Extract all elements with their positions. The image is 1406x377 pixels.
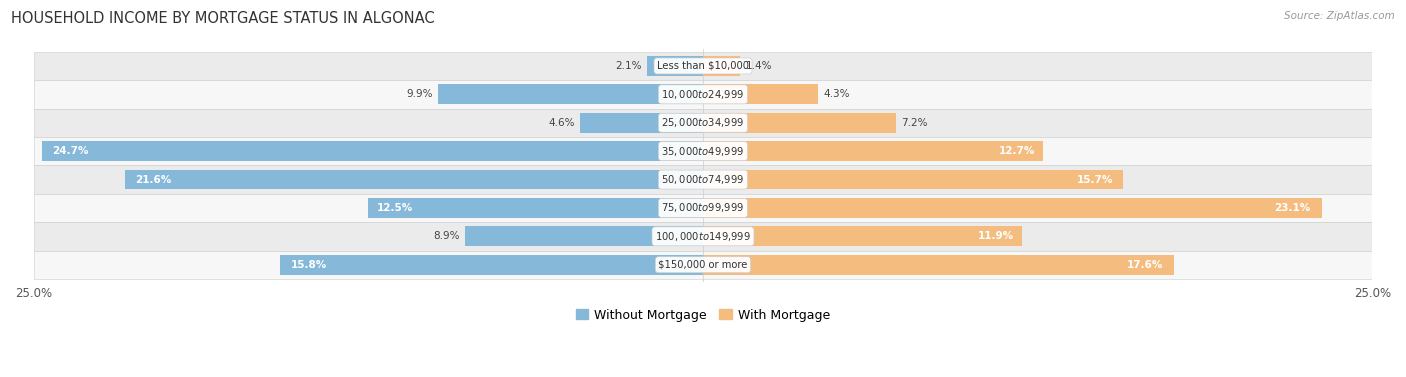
Bar <box>579 113 703 133</box>
Text: 12.7%: 12.7% <box>998 146 1035 156</box>
Bar <box>703 227 1022 246</box>
Text: $75,000 to $99,999: $75,000 to $99,999 <box>661 201 745 215</box>
Text: 24.7%: 24.7% <box>52 146 89 156</box>
Text: $100,000 to $149,999: $100,000 to $149,999 <box>655 230 751 243</box>
Text: 12.5%: 12.5% <box>377 203 412 213</box>
Text: 9.9%: 9.9% <box>406 89 433 100</box>
Text: $25,000 to $34,999: $25,000 to $34,999 <box>661 116 745 129</box>
Bar <box>703 198 1322 218</box>
Text: 4.6%: 4.6% <box>548 118 575 128</box>
Text: 1.4%: 1.4% <box>745 61 772 71</box>
Bar <box>34 80 1372 109</box>
Bar <box>437 84 703 104</box>
Bar <box>703 170 1123 190</box>
Bar <box>703 255 1174 275</box>
Legend: Without Mortgage, With Mortgage: Without Mortgage, With Mortgage <box>571 304 835 327</box>
Text: $10,000 to $24,999: $10,000 to $24,999 <box>661 88 745 101</box>
Bar <box>34 194 1372 222</box>
Bar <box>34 251 1372 279</box>
Bar <box>42 141 703 161</box>
Text: 11.9%: 11.9% <box>977 231 1014 241</box>
Bar <box>34 222 1372 251</box>
Text: $35,000 to $49,999: $35,000 to $49,999 <box>661 145 745 158</box>
Text: 23.1%: 23.1% <box>1275 203 1310 213</box>
Bar <box>280 255 703 275</box>
Bar <box>647 56 703 76</box>
Bar <box>34 166 1372 194</box>
Bar <box>703 84 818 104</box>
Text: Source: ZipAtlas.com: Source: ZipAtlas.com <box>1284 11 1395 21</box>
Bar <box>34 52 1372 80</box>
Bar <box>125 170 703 190</box>
Bar <box>34 109 1372 137</box>
Bar <box>703 141 1043 161</box>
Text: 15.7%: 15.7% <box>1077 175 1112 185</box>
Text: 2.1%: 2.1% <box>614 61 641 71</box>
Text: $150,000 or more: $150,000 or more <box>658 260 748 270</box>
Text: 4.3%: 4.3% <box>824 89 851 100</box>
Bar <box>34 137 1372 166</box>
Text: 8.9%: 8.9% <box>433 231 460 241</box>
Bar <box>703 113 896 133</box>
Bar <box>368 198 703 218</box>
Text: 17.6%: 17.6% <box>1128 260 1164 270</box>
Text: 15.8%: 15.8% <box>291 260 326 270</box>
Text: Less than $10,000: Less than $10,000 <box>657 61 749 71</box>
Text: $50,000 to $74,999: $50,000 to $74,999 <box>661 173 745 186</box>
Text: 7.2%: 7.2% <box>901 118 928 128</box>
Text: 21.6%: 21.6% <box>135 175 172 185</box>
Text: HOUSEHOLD INCOME BY MORTGAGE STATUS IN ALGONAC: HOUSEHOLD INCOME BY MORTGAGE STATUS IN A… <box>11 11 434 26</box>
Bar <box>464 227 703 246</box>
Bar <box>703 56 741 76</box>
